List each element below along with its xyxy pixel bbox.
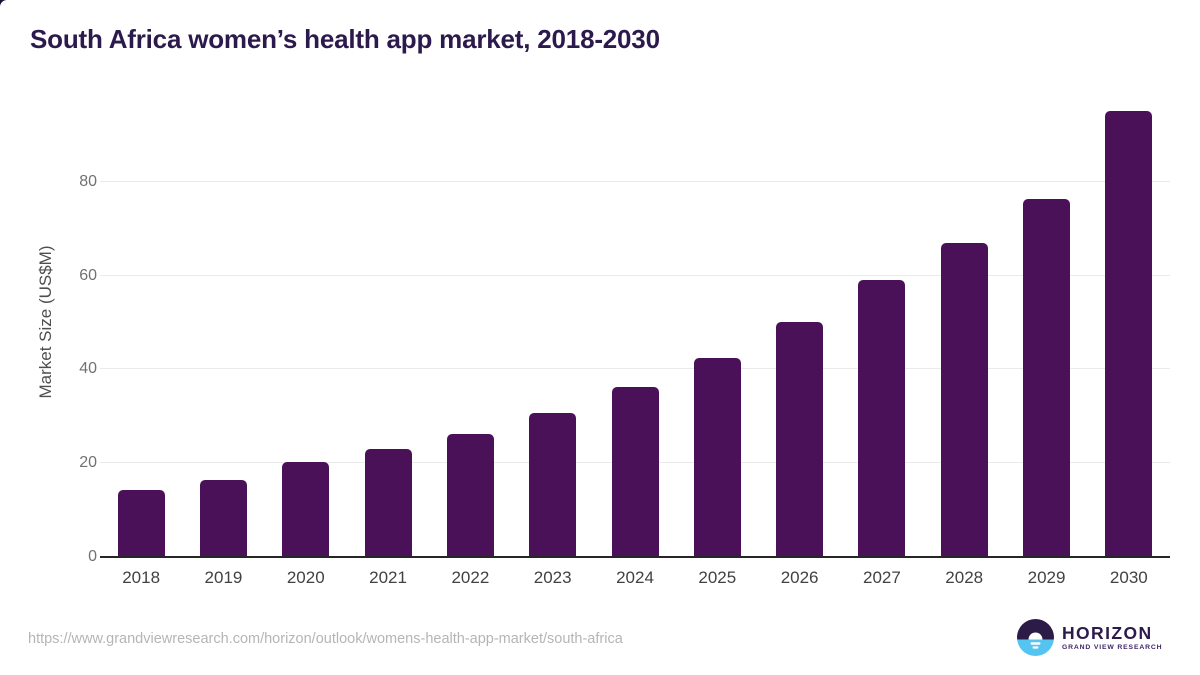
plot-area [100,88,1170,557]
xtick-label-2024: 2024 [616,568,654,587]
xtick-label-2027: 2027 [863,568,901,587]
bar-2025[interactable] [693,357,741,557]
bar-2022[interactable] [446,434,494,557]
ytick-label-0: 0 [88,548,97,565]
ytick-label-80: 80 [79,172,97,190]
ytick-label-60: 60 [79,266,97,284]
y-axis-title: Market Size (US$M) [36,245,55,399]
logo-wordmark: HORIZON [1062,622,1153,643]
logo-text: HORIZON GRAND VIEW RESEARCH [1062,622,1163,651]
xtick-label-2030: 2030 [1109,568,1148,587]
horizon-logo[interactable]: HORIZON GRAND VIEW RESEARCH [1017,619,1162,656]
xtick-label-2029: 2029 [1027,568,1066,587]
bar-2019[interactable] [199,479,247,557]
xtick-label-2028: 2028 [945,568,984,587]
x-axis-line [100,556,1170,558]
xtick-label-2022: 2022 [451,568,490,587]
xtick-label-2021: 2021 [369,568,407,587]
bar-2026[interactable] [776,322,824,557]
gridline-40 [100,368,1170,370]
corner-artifact [0,0,7,7]
y-axis-tick-labels: 0 20 40 60 80 [55,88,97,565]
x-axis-tick-labels: 2018 2019 2020 2021 2022 2023 2024 2025 2026 2027… [100,568,1170,594]
xtick-label-2023: 2023 [533,568,572,587]
ytick-label-40: 40 [79,360,97,378]
bar-2021[interactable] [364,449,412,557]
bar-2028[interactable] [940,242,988,557]
bar-2023[interactable] [529,413,577,557]
gridline-80 [100,180,1170,182]
horizon-logo-icon [1017,619,1054,656]
bar-2020[interactable] [282,462,330,557]
xtick-label-2019: 2019 [204,568,243,587]
bar-2027[interactable] [858,280,906,557]
xtick-label-2025: 2025 [698,568,737,587]
bar-2024[interactable] [611,386,659,557]
xtick-label-2026: 2026 [780,568,819,587]
logo-subtitle: GRAND VIEW RESEARCH [1062,643,1163,651]
xtick-label-2018: 2018 [122,568,161,587]
gridline-60 [100,274,1170,276]
bar-2018[interactable] [117,489,165,557]
source-url: https://www.grandviewresearch.com/horizo… [28,631,623,647]
bar-2030[interactable] [1105,110,1153,557]
ytick-label-20: 20 [79,454,97,472]
xtick-label-2020: 2020 [286,568,325,587]
bar-2029[interactable] [1023,198,1071,557]
chart-title: South Africa women’s health app market, … [30,24,660,54]
